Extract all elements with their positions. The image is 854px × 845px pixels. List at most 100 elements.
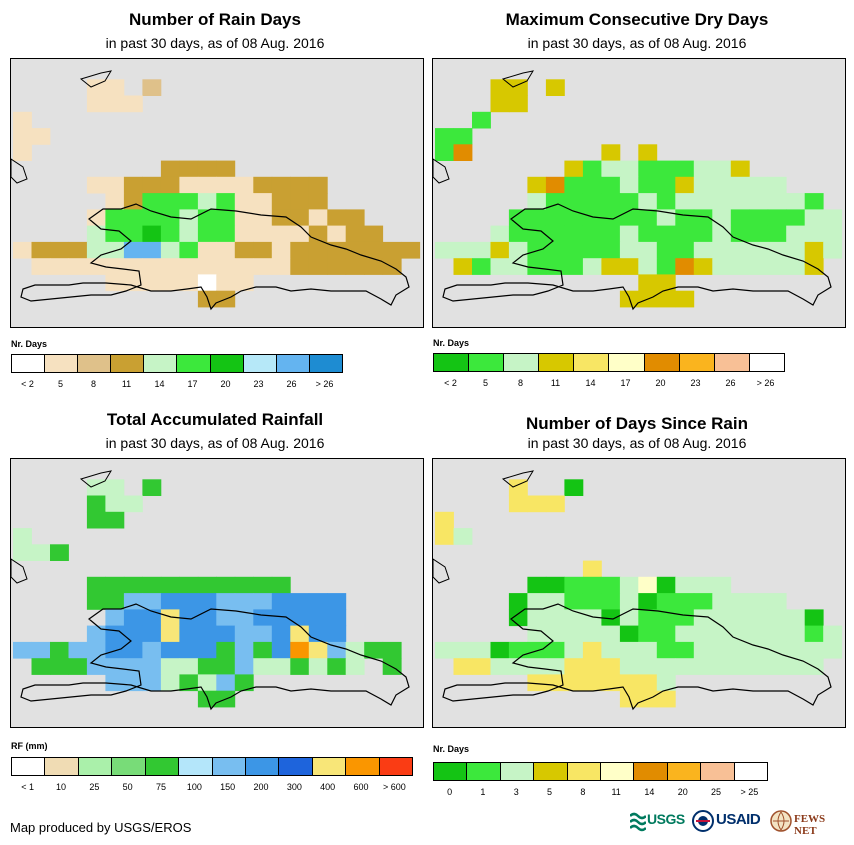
grid-cell xyxy=(327,209,347,227)
grid-cell xyxy=(490,258,510,275)
grid-cell xyxy=(767,609,787,627)
grid-cell xyxy=(179,193,199,210)
panel-subtitle: in past 30 days, as of 08 Aug. 2016 xyxy=(105,35,325,51)
grid-cell xyxy=(308,258,328,275)
grid-cell xyxy=(767,209,787,227)
agency-logos: USGS USAID FEWS NET xyxy=(630,806,845,837)
legend-swatch xyxy=(77,355,111,372)
grid-cell xyxy=(527,176,547,194)
legend-label: 20 xyxy=(677,787,688,797)
grid-cell xyxy=(142,576,162,594)
grid-cell xyxy=(786,225,806,243)
legend-title: RF (mm) xyxy=(11,741,48,751)
grid-cell xyxy=(86,593,106,610)
grid-cell xyxy=(638,160,658,178)
grid-cell xyxy=(31,258,51,275)
map-total-rainfall xyxy=(10,458,424,728)
legend-label: 200 xyxy=(253,782,269,792)
grid-cell xyxy=(197,241,217,259)
grid-cell xyxy=(142,674,162,692)
grid-cell xyxy=(749,593,769,610)
grid-cell xyxy=(160,576,180,594)
grid-cell xyxy=(564,193,584,210)
grid-cell xyxy=(197,258,217,275)
grid-cell xyxy=(527,193,547,210)
grid-cell xyxy=(197,193,217,210)
grid-cell xyxy=(86,95,106,113)
fewsnet-globe-icon xyxy=(770,810,792,832)
legend-labels: < 2 5 8 11 14 17 20 23 26 > 26 xyxy=(433,378,783,390)
grid-cell xyxy=(601,225,621,243)
grid-cell xyxy=(656,674,676,692)
grid-cell xyxy=(675,641,695,659)
grid-cell xyxy=(564,593,584,610)
grid-cell xyxy=(823,225,843,243)
grid-cell xyxy=(749,209,769,227)
grid-cell xyxy=(767,225,787,243)
grid-cell xyxy=(179,274,199,292)
grid-cell xyxy=(105,176,125,194)
grid-cell xyxy=(712,241,732,259)
grid-cell xyxy=(638,241,658,259)
grid-layer xyxy=(433,70,843,311)
grid-cell xyxy=(675,258,695,275)
grid-cell xyxy=(13,241,32,259)
grid-cell xyxy=(582,176,602,194)
grid-cell xyxy=(68,641,88,659)
grid-cell xyxy=(142,225,162,243)
panel-title: Number of Days Since Rain xyxy=(525,414,748,433)
grid-cell xyxy=(712,625,732,643)
grid-cell xyxy=(527,593,547,610)
legend-swatch xyxy=(143,355,177,372)
grid-cell xyxy=(749,241,769,259)
grid-cell xyxy=(712,593,732,610)
grid-cell xyxy=(767,593,787,610)
grid-cell xyxy=(545,79,565,96)
grid-cell xyxy=(86,241,106,259)
island-outline xyxy=(11,70,113,184)
grid-cell xyxy=(197,176,217,194)
grid-cell xyxy=(786,209,806,227)
usgs-logo: USGS xyxy=(630,806,688,836)
legend-swatch xyxy=(643,354,679,371)
grid-cell xyxy=(638,576,658,594)
grid-cell xyxy=(253,176,273,194)
grid-cell xyxy=(160,160,180,178)
grid-cell xyxy=(656,290,676,308)
grid-cell xyxy=(86,511,106,529)
grid-cell xyxy=(804,241,824,259)
grid-cell xyxy=(364,258,384,275)
grid-cell xyxy=(179,209,199,227)
grid-cell xyxy=(216,576,236,594)
grid-cell xyxy=(619,609,639,627)
grid-cell xyxy=(216,176,236,194)
grid-cell xyxy=(50,641,69,659)
panel-rain-days: Number of Rain Days in past 30 days, as … xyxy=(5,10,425,410)
grid-cell xyxy=(13,111,32,129)
grid-cell xyxy=(749,641,769,659)
hispaniola-coastline xyxy=(442,203,832,311)
grid-cell xyxy=(656,241,676,259)
legend-label: 5 xyxy=(547,787,553,797)
panel-subtitle: in past 30 days, as of 08 Aug. 2016 xyxy=(527,35,747,51)
legend-label: 8 xyxy=(517,378,524,388)
legend-label: 11 xyxy=(550,378,561,388)
grid-cell xyxy=(179,625,199,643)
grid-cell xyxy=(693,625,713,643)
grid-cell xyxy=(601,209,621,227)
grid-cell xyxy=(216,674,236,692)
grid-cell xyxy=(638,225,658,243)
grid-cell xyxy=(564,609,584,627)
grid-cell xyxy=(271,241,291,259)
grid-cell xyxy=(105,593,125,610)
grid-cell xyxy=(693,576,713,594)
grid-cell xyxy=(712,225,732,243)
grid-cell xyxy=(179,258,199,275)
grid-cell xyxy=(749,193,769,210)
grid-cell xyxy=(105,479,125,496)
grid-cell xyxy=(123,609,143,627)
grid-cell xyxy=(142,241,162,259)
grid-cell xyxy=(105,274,125,292)
grid-cell xyxy=(197,609,217,627)
grid-cell xyxy=(508,79,528,96)
